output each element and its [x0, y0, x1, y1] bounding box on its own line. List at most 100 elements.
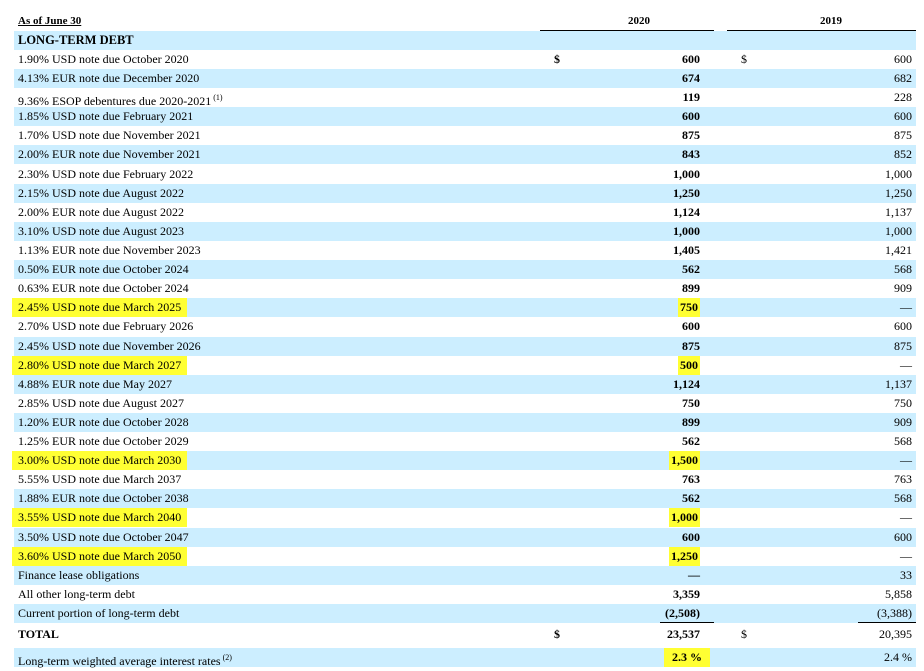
- value-2020: 1,405: [673, 243, 700, 257]
- value-2019: —: [900, 453, 912, 467]
- value-2020: 562: [682, 434, 700, 448]
- value-2019: —: [900, 358, 912, 372]
- value-2020: —: [688, 568, 700, 582]
- value-2020: 600: [682, 319, 700, 333]
- value-2020: 899: [682, 415, 700, 429]
- dollar-sign-2020: $: [554, 52, 560, 66]
- interest-rate-row: Long-term weighted average interest rate…: [14, 648, 916, 668]
- value-2020: (2,508): [665, 606, 700, 620]
- value-2019: (3,388): [877, 606, 912, 620]
- footnote-marker: (1): [211, 93, 223, 102]
- value-2019: 33: [900, 568, 912, 582]
- table-row: 1.85% USD note due February 2021 600 600: [14, 107, 916, 126]
- table-row: TOTAL $ $23,537 20,395: [14, 623, 916, 645]
- row-label: Current portion of long-term debt: [18, 606, 180, 620]
- value-2019: 682: [894, 71, 912, 85]
- row-label: All other long-term debt: [18, 587, 135, 601]
- value-2019: 568: [894, 434, 912, 448]
- row-label: 2.00% EUR note due November 2021: [18, 147, 201, 161]
- row-label: 2.45% USD note due March 2025: [12, 298, 188, 317]
- row-label: 0.63% EUR note due October 2024: [18, 281, 189, 295]
- value-2020: 3,359: [673, 587, 700, 601]
- table-row: All other long-term debt 3,359 5,858: [14, 585, 916, 604]
- table-row: 0.50% EUR note due October 2024 562 568: [14, 260, 916, 279]
- row-label: 1.13% EUR note due November 2023: [18, 243, 201, 257]
- value-2019: 568: [894, 491, 912, 505]
- value-2020: 562: [682, 491, 700, 505]
- dollar-sign-2019: $: [741, 627, 747, 641]
- table-header-row: As of June 30 2020 2019: [14, 12, 916, 31]
- section-title: LONG-TERM DEBT: [18, 33, 134, 47]
- row-label: 1.25% EUR note due October 2029: [18, 434, 189, 448]
- table-row: 2.00% EUR note due November 2021 843 852: [14, 145, 916, 164]
- value-2020: 763: [682, 472, 700, 486]
- row-label: 3.10% USD note due August 2023: [18, 224, 184, 238]
- row-label: 2.15% USD note due August 2022: [18, 186, 184, 200]
- year-2020-header: 2020: [628, 15, 650, 27]
- interest-rate-label: Long-term weighted average interest rate…: [18, 653, 232, 668]
- row-label: 5.55% USD note due March 2037: [18, 472, 182, 486]
- value-2020: 23,537: [667, 627, 700, 641]
- table-row: 1.88% EUR note due October 2038 562 568: [14, 489, 916, 508]
- subtotal-underline-2019: [858, 622, 916, 623]
- table-row: 1.13% EUR note due November 2023 1,405 1,4…: [14, 241, 916, 260]
- table-row: 4.13% EUR note due December 2020 674 682: [14, 69, 916, 88]
- value-2019: 5,858: [885, 587, 912, 601]
- value-2019: 1,000: [885, 167, 912, 181]
- row-label: 1.20% EUR note due October 2028: [18, 415, 189, 429]
- value-2020: 600: [682, 530, 700, 544]
- as-of-label: As of June 30: [18, 15, 82, 27]
- subtotal-underline-2020: [660, 622, 714, 623]
- value-2019: 1,137: [885, 205, 912, 219]
- row-label: 1.70% USD note due November 2021: [18, 128, 201, 142]
- table-row: Finance lease obligations — 33: [14, 566, 916, 585]
- value-2019: 763: [894, 472, 912, 486]
- table-row: 2.00% EUR note due August 2022 1,124 1,137: [14, 203, 916, 222]
- value-2020: 875: [682, 128, 700, 142]
- value-2019: 600: [894, 530, 912, 544]
- table-row: 2.15% USD note due August 2022 1,250 1,250: [14, 184, 916, 203]
- year-2019-header: 2019: [820, 15, 842, 27]
- table-row: 2.45% USD note due November 2026 875 875: [14, 337, 916, 356]
- value-2020: 1,124: [673, 205, 700, 219]
- value-2020: 1,000: [673, 167, 700, 181]
- value-2019: 228: [894, 90, 912, 104]
- value-2019: 1,421: [885, 243, 912, 257]
- value-2019: 909: [894, 281, 912, 295]
- table-row: 5.55% USD note due March 2037 763 763: [14, 470, 916, 489]
- value-2019: 875: [894, 128, 912, 142]
- table-row: 2.80% USD note due March 2027 500 —: [12, 356, 916, 375]
- value-2020: 1,500: [669, 451, 700, 470]
- dollar-sign-2020: $: [554, 627, 560, 641]
- dollar-sign-2019: $: [741, 52, 747, 66]
- value-2020: 1,250: [669, 547, 700, 566]
- row-label: 9.36% ESOP debentures due 2020-2021 (1): [18, 93, 223, 108]
- row-label: 1.88% EUR note due October 2038: [18, 491, 189, 505]
- table-row: 1.25% EUR note due October 2029 562 568: [14, 432, 916, 451]
- value-2020: 750: [678, 298, 700, 317]
- table-row: 3.00% USD note due March 2030 1,500 —: [12, 451, 916, 470]
- value-2019: 852: [894, 147, 912, 161]
- value-2020: 1,000: [669, 508, 700, 527]
- value-2020: 750: [682, 396, 700, 410]
- table-row: 3.50% USD note due October 2047 600 600: [14, 528, 916, 547]
- row-label: 2.00% EUR note due August 2022: [18, 205, 184, 219]
- row-label: 3.00% USD note due March 2030: [12, 451, 188, 470]
- row-label: Finance lease obligations: [18, 568, 140, 582]
- row-label: 4.88% EUR note due May 2027: [18, 377, 172, 391]
- row-label: 3.50% USD note due October 2047: [18, 530, 189, 544]
- value-2020: 674: [682, 71, 700, 85]
- value-2020: 843: [682, 147, 700, 161]
- row-label: 2.30% USD note due February 2022: [18, 167, 194, 181]
- row-label: 2.70% USD note due February 2026: [18, 319, 194, 333]
- value-2019: —: [900, 300, 912, 314]
- value-2019: 600: [894, 109, 912, 123]
- value-2020: 1,124: [673, 377, 700, 391]
- value-2019: 600: [894, 319, 912, 333]
- row-label: 2.80% USD note due March 2027: [12, 356, 188, 375]
- value-2019: 875: [894, 339, 912, 353]
- value-2019: 1,000: [885, 224, 912, 238]
- value-2020: 600: [682, 109, 700, 123]
- value-2019: 1,137: [885, 377, 912, 391]
- row-label: 2.85% USD note due August 2027: [18, 396, 184, 410]
